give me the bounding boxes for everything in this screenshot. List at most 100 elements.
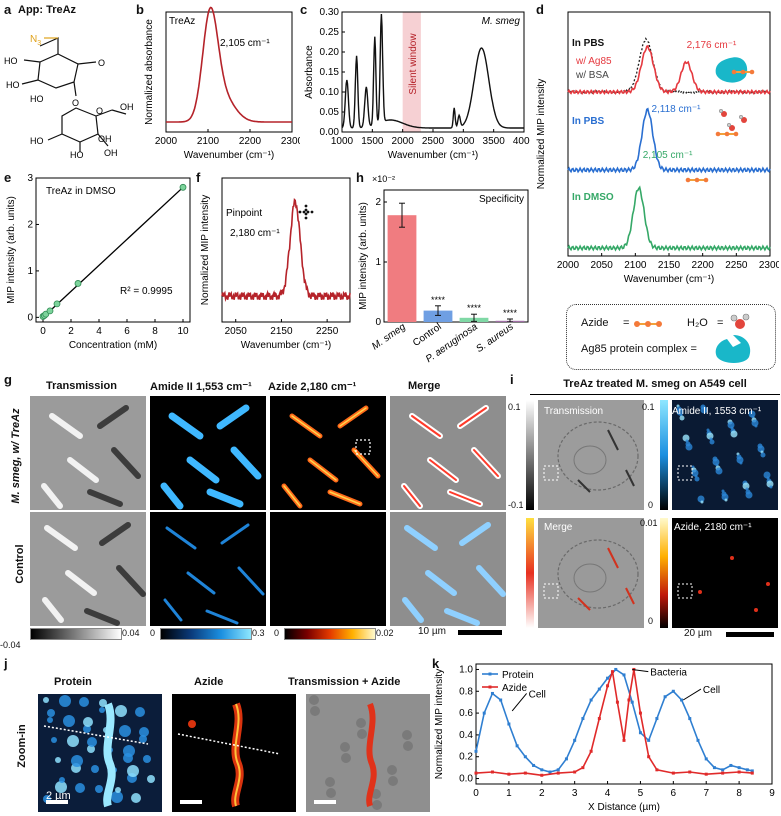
- annotation-arrow: [682, 688, 702, 701]
- ho-label: HO: [30, 94, 44, 104]
- spectrum-line: [221, 197, 351, 303]
- bacterium: [625, 469, 635, 487]
- data-point: [179, 183, 187, 191]
- series-point: [589, 698, 593, 702]
- g-col-merge: Merge: [408, 380, 441, 392]
- y-axis-label: MIP intensity (arb. units): [6, 196, 17, 304]
- g-col-amide: Amide II 1,553 cm⁻¹: [150, 381, 252, 393]
- y-tick-label: 0.0: [459, 774, 473, 785]
- series-point: [523, 755, 527, 759]
- bacterium: [186, 571, 216, 595]
- panel-i: TreAz treated M. smeg on A549 cell Trans…: [508, 372, 780, 656]
- y-tick-label: 1: [27, 266, 33, 277]
- x-tick-label: 6: [671, 788, 677, 799]
- bacterium-azide: [607, 547, 619, 569]
- legend-eq: =: [623, 317, 630, 329]
- r2-annotation: R² = 0.9995: [120, 286, 173, 297]
- series-point: [507, 722, 511, 726]
- y-axis-label: Normalized MIP intensity: [536, 79, 547, 189]
- x-tick-label: 2300: [281, 136, 300, 147]
- bacterium-azide-overlay: [459, 407, 487, 427]
- series-point: [507, 772, 511, 776]
- azide-glyph-atom: [724, 131, 730, 137]
- bacterium-azide-overlay: [449, 491, 481, 505]
- pinpoint-icon: [304, 204, 308, 208]
- o-label: O: [72, 98, 79, 108]
- protein-blob: [95, 785, 103, 793]
- texture-blob: [326, 788, 336, 798]
- y-tick-label: 0.2: [459, 752, 473, 763]
- chart-e: 0 2 4 6 8 10 0 1 2 3 MIP intensity (arb. units) Con…: [6, 173, 191, 351]
- protein-blob: [115, 705, 127, 717]
- j-scale-label: 2 µm: [46, 790, 71, 802]
- protein-speckle: [754, 424, 758, 428]
- protein-blob: [59, 777, 65, 783]
- data-point: [74, 280, 82, 287]
- bacterium: [230, 446, 262, 480]
- panel-letter-b: b: [136, 2, 144, 17]
- i-title-rule: [530, 394, 780, 395]
- azide-speck: [730, 556, 734, 560]
- series-point: [721, 771, 725, 775]
- ag85-icon: [715, 335, 751, 363]
- x-tick-label: 9: [769, 788, 775, 799]
- bacterium-hot-core: [291, 415, 321, 437]
- panel-letter-e: e: [4, 170, 12, 185]
- series-point: [737, 770, 741, 774]
- azide-glyph-atom: [703, 177, 709, 183]
- legend-eq2: =: [717, 317, 724, 329]
- scale-bar: [314, 800, 336, 804]
- cb-gray: [30, 628, 122, 640]
- water-glyph: [721, 111, 727, 117]
- bacterium-hot-core: [329, 491, 361, 505]
- pinpoint-icon: [306, 210, 310, 214]
- texture-blob: [356, 718, 366, 728]
- protein-speckle: [730, 430, 738, 438]
- y-tick-label: 0.15: [320, 67, 340, 78]
- roi-box: [543, 465, 559, 481]
- cb-hot-min: 0: [274, 628, 280, 638]
- silent-window-label: Silent window: [408, 33, 419, 95]
- series-point: [540, 768, 544, 772]
- ho-label: HO: [6, 80, 20, 90]
- x-tick-label: 2000: [557, 260, 580, 271]
- cb-hot-max: 0.02: [376, 628, 394, 638]
- series-point: [615, 700, 619, 704]
- panel-j: Protein Azide Transmission + Azide Zoom-…: [0, 660, 430, 816]
- azide-glyph-atom: [694, 177, 700, 183]
- i-label-merge: Merge: [544, 522, 573, 533]
- azide-glyph-atom: [715, 131, 721, 137]
- bar: [387, 215, 417, 322]
- chart-title: Pinpoint: [226, 208, 262, 219]
- panel-letter-d: d: [536, 2, 544, 17]
- series-point: [688, 717, 692, 721]
- protein-blob: [111, 791, 123, 803]
- plot-frame: [383, 189, 529, 323]
- series-point: [573, 738, 577, 742]
- series-point: [515, 744, 519, 748]
- y-tick-label: 0.4: [459, 730, 473, 741]
- bacterium: [206, 488, 244, 508]
- bacterium-azide-overlay: [403, 485, 421, 507]
- chart-b: 2000 2100 2200 2300 Normalized absorbance Wav…: [144, 6, 300, 161]
- panel-letter-g: g: [4, 372, 12, 387]
- bacterium: [402, 597, 424, 623]
- annotation-label: Bacteria: [650, 668, 687, 679]
- x-tick-label: 6: [124, 326, 130, 337]
- i-cb-r1-max: 0.1: [642, 402, 655, 412]
- water-icon: [730, 313, 750, 329]
- series-point: [490, 770, 494, 774]
- i-title: TreAz treated M. smeg on A549 cell: [563, 378, 747, 390]
- protein-blob: [67, 735, 79, 747]
- texture-blob: [341, 753, 351, 763]
- plot-frame: [35, 177, 191, 323]
- x-axis-label: Wavenumber (cm⁻¹): [241, 340, 331, 351]
- series-point: [597, 717, 601, 721]
- protein-speckle: [685, 443, 693, 451]
- x-tick-label: 2050: [225, 326, 248, 337]
- protein-blob: [131, 793, 141, 803]
- y-tick-label: 1: [375, 257, 381, 268]
- g-col-azide: Azide 2,180 cm⁻¹: [268, 381, 357, 393]
- bacterium: [425, 570, 457, 596]
